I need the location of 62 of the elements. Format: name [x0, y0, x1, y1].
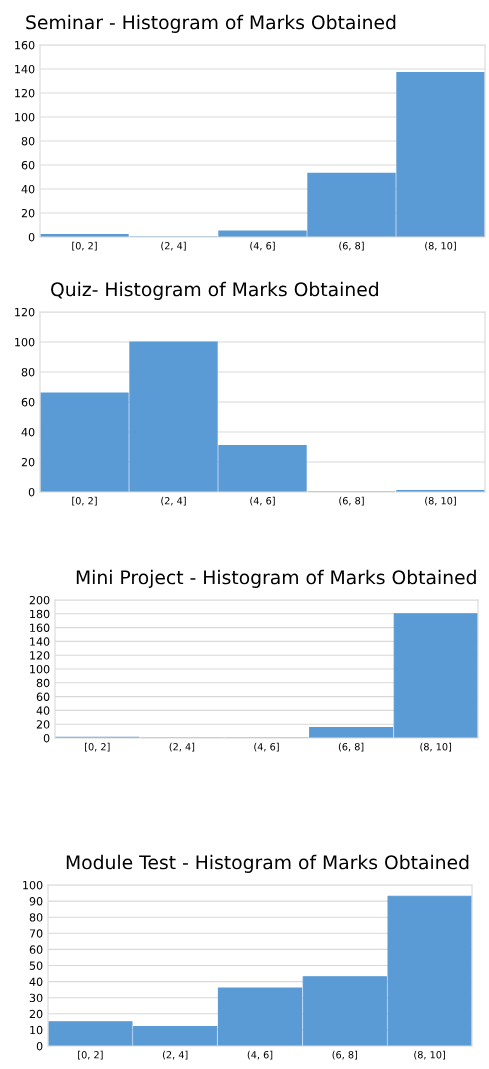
chart-title: Module Test - Histogram of Marks Obtained — [66, 854, 469, 873]
x-tick-label: [0, 2] — [85, 742, 110, 752]
x-tick-label: (8, 10] — [414, 1050, 445, 1060]
y-tick-label: 180 — [30, 609, 50, 619]
x-tick-label: (6, 8] — [338, 742, 364, 752]
x-tick-label: (2, 4] — [162, 1050, 188, 1060]
x-tick-label: (6, 8] — [339, 496, 364, 506]
y-tick-label: 70 — [29, 929, 43, 938]
y-tick-label: 100 — [15, 337, 35, 347]
x-tick-label: (2, 4] — [161, 241, 186, 251]
x-tick-label: [0, 2] — [78, 1050, 103, 1060]
y-tick-label: 100 — [30, 664, 50, 674]
y-tick-label: 120 — [30, 651, 50, 660]
y-tick-label: 10 — [30, 1025, 43, 1035]
x-tick-label: (8, 10] — [420, 742, 452, 752]
y-tick-label: 60 — [29, 945, 43, 954]
x-tick-label: (8, 10] — [425, 241, 456, 251]
y-tick-label: 120 — [15, 88, 35, 98]
y-tick-label: 0 — [43, 733, 50, 743]
y-tick-label: 0 — [28, 232, 35, 242]
chart-title: Quiz- Histogram of Marks Obtained — [51, 281, 378, 300]
x-tick-label: (4, 6] — [247, 1050, 273, 1060]
x-tick-label: (6, 8] — [339, 241, 364, 251]
chart-title: Seminar - Histogram of Marks Obtained — [26, 14, 396, 33]
y-tick-label: 60 — [21, 160, 35, 170]
x-tick-label: (4, 6] — [254, 742, 279, 752]
x-tick-label: (2, 4] — [169, 742, 195, 752]
y-tick-label: 100 — [23, 880, 43, 890]
y-tick-label: 40 — [29, 977, 43, 986]
y-tick-label: 80 — [21, 136, 35, 146]
x-tick-label: [0, 2] — [72, 241, 97, 251]
x-tick-label: (6, 8] — [332, 1050, 358, 1060]
x-tick-label: (2, 4] — [161, 496, 186, 506]
y-tick-label: 90 — [29, 897, 43, 906]
y-tick-label: 20 — [29, 1009, 43, 1019]
y-tick-label: 60 — [21, 397, 35, 407]
x-tick-label: (4, 6] — [250, 241, 275, 251]
y-tick-label: 30 — [29, 993, 43, 1003]
y-tick-label: 0 — [36, 1041, 43, 1051]
y-tick-label: 40 — [21, 184, 35, 194]
y-tick-label: 20 — [21, 457, 35, 467]
y-tick-label: 20 — [36, 720, 50, 729]
y-tick-label: 40 — [36, 706, 50, 715]
x-tick-label: (4, 6] — [250, 496, 275, 506]
y-tick-label: 120 — [15, 307, 35, 317]
x-tick-label: (8, 10] — [425, 496, 456, 506]
y-tick-label: 0 — [28, 487, 35, 497]
y-tick-label: 60 — [36, 692, 50, 701]
y-tick-label: 80 — [21, 367, 35, 377]
y-tick-label: 50 — [29, 961, 43, 970]
y-tick-label: 80 — [36, 678, 50, 688]
y-tick-label: 100 — [15, 112, 35, 122]
y-tick-label: 140 — [15, 64, 35, 74]
y-tick-label: 160 — [15, 40, 35, 50]
y-tick-label: 80 — [29, 913, 43, 922]
y-tick-label: 140 — [30, 637, 50, 646]
y-tick-label: 200 — [29, 595, 50, 605]
chart-title: Mini Project - Histogram of Marks Obtained — [76, 569, 476, 588]
y-tick-label: 40 — [21, 427, 35, 437]
x-tick-label: [0, 2] — [72, 496, 97, 506]
y-tick-label: 160 — [30, 623, 50, 632]
y-tick-label: 20 — [21, 208, 35, 218]
